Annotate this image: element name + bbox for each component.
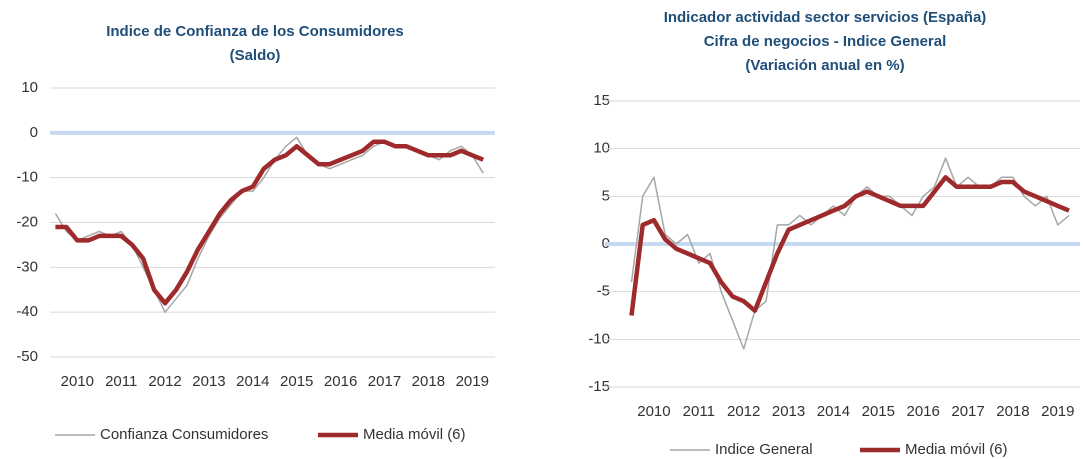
- chart-title: Indice de Confianza de los Consumidores: [106, 23, 404, 40]
- y-tick-label: -15: [588, 378, 610, 395]
- x-tick-label: 2012: [148, 373, 181, 390]
- y-tick-label: -10: [16, 169, 38, 186]
- legend-label: Indice General: [715, 441, 813, 458]
- chart-title: (Variación anual en %): [745, 57, 904, 74]
- x-tick-label: 2015: [862, 403, 895, 420]
- chart-title: Cifra de negocios - Indice General: [704, 33, 947, 50]
- x-tick-label: 2013: [772, 403, 805, 420]
- legend-label: Media móvil (6): [363, 426, 466, 443]
- x-tick-label: 2016: [324, 373, 357, 390]
- x-tick-label: 2014: [236, 373, 269, 390]
- series-line: [630, 157, 1070, 350]
- legend-label: Media móvil (6): [905, 441, 1008, 458]
- y-tick-label: 10: [21, 79, 38, 96]
- x-tick-label: 2019: [1041, 403, 1074, 420]
- x-tick-label: 2018: [412, 373, 445, 390]
- x-tick-label: 2019: [456, 373, 489, 390]
- y-tick-label: 0: [30, 124, 38, 141]
- x-tick-label: 2015: [280, 373, 313, 390]
- chart: Indicador actividad sector servicios (Es…: [588, 9, 1080, 458]
- y-tick-label: -10: [588, 330, 610, 347]
- y-tick-label: -5: [597, 283, 610, 300]
- chart-title: (Saldo): [230, 47, 281, 64]
- y-tick-label: -20: [16, 213, 38, 230]
- x-tick-label: 2012: [727, 403, 760, 420]
- x-tick-label: 2016: [906, 403, 939, 420]
- y-tick-label: 5: [602, 187, 610, 204]
- x-tick-label: 2014: [817, 403, 850, 420]
- y-tick-label: -30: [16, 258, 38, 275]
- x-tick-label: 2010: [61, 373, 94, 390]
- series-line: [629, 175, 1070, 316]
- x-tick-label: 2011: [683, 403, 715, 420]
- y-tick-label: 15: [593, 92, 610, 109]
- chart-title: Indicador actividad sector servicios (Es…: [664, 9, 987, 26]
- legend-label: Confianza Consumidores: [100, 426, 268, 443]
- x-tick-label: 2018: [996, 403, 1029, 420]
- y-tick-label: -50: [16, 348, 38, 365]
- series-line: [55, 139, 485, 306]
- chart: Indice de Confianza de los Consumidores (…: [16, 23, 495, 443]
- y-tick-label: -40: [16, 303, 38, 320]
- x-tick-label: 2011: [105, 373, 137, 390]
- x-tick-label: 2017: [951, 403, 984, 420]
- x-tick-label: 2010: [637, 403, 670, 420]
- x-tick-label: 2013: [192, 373, 225, 390]
- x-tick-label: 2017: [368, 373, 401, 390]
- y-tick-label: 10: [593, 140, 610, 157]
